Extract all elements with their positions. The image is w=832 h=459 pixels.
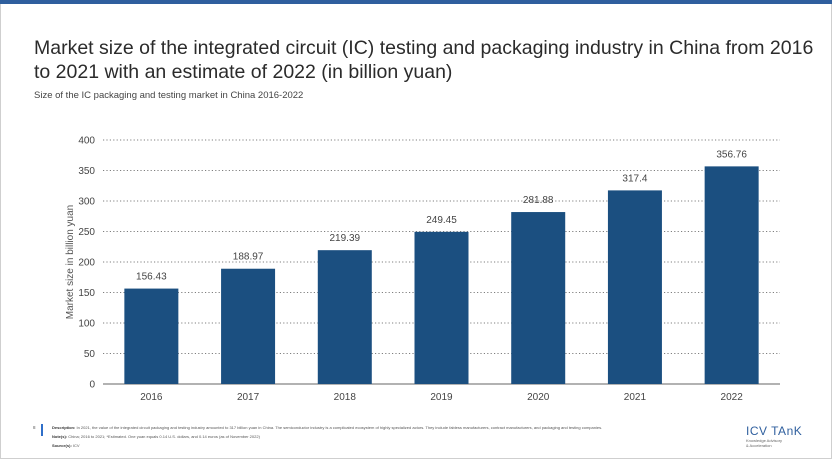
source-label: Source(s): — [52, 443, 72, 448]
y-tick-label: 350 — [78, 166, 95, 177]
data-label: 249.45 — [426, 215, 457, 226]
y-tick-label: 100 — [78, 319, 95, 330]
data-label: 317.4 — [622, 173, 647, 184]
y-tick-label: 200 — [78, 258, 95, 269]
icv-tank-logo: ICV TAnK Knowledge Advisory & Accelerati… — [746, 424, 802, 448]
chart-title: Market size of the integrated circuit (I… — [34, 37, 814, 83]
bar-2017 — [221, 268, 276, 384]
data-label: 356.76 — [716, 149, 747, 160]
data-label: 219.39 — [329, 233, 360, 244]
data-label: 156.43 — [136, 272, 167, 283]
logo-tagline-2: & Acceleration — [746, 443, 772, 448]
x-tick-label: 2016 — [140, 392, 163, 403]
y-tick-label: 400 — [78, 136, 95, 147]
x-tick-label: 2017 — [237, 392, 260, 403]
data-label: 281.88 — [523, 195, 554, 206]
y-tick-label: 150 — [78, 288, 95, 299]
description-text: In 2021, the value of the integrated cir… — [76, 425, 603, 430]
footer-accent-bar — [41, 424, 43, 436]
bar-2018 — [317, 250, 372, 384]
chart-subtitle: Size of the IC packaging and testing mar… — [34, 90, 304, 101]
logo-tagline-1: Knowledge Advisory — [746, 438, 783, 443]
bar-2019 — [414, 231, 469, 384]
x-tick-label: 2021 — [624, 392, 647, 403]
footnote-description: Description: In 2021, the value of the i… — [52, 425, 602, 430]
source-text: ICV — [72, 443, 80, 448]
top-accent-bar — [0, 0, 832, 4]
footnote-notes: Note(s): China; 2016 to 2021; *Estimated… — [52, 434, 260, 439]
data-label: 188.97 — [233, 252, 264, 263]
y-axis-label: Market size in billion yuan — [65, 205, 76, 320]
notes-text: China; 2016 to 2021; *Estimated. One yua… — [68, 434, 260, 439]
bar-2016 — [124, 288, 179, 384]
y-tick-label: 0 — [89, 380, 95, 391]
x-tick-label: 2018 — [334, 392, 357, 403]
bar-2022 — [704, 166, 759, 384]
logo-name: ICV TAnK — [746, 424, 803, 438]
x-tick-label: 2022 — [721, 392, 744, 403]
y-tick-label: 250 — [78, 227, 95, 238]
footnote-source: Source(s): ICV — [52, 443, 80, 448]
y-tick-label: 300 — [78, 197, 95, 208]
description-label: Description: — [52, 425, 76, 430]
notes-label: Note(s): — [52, 434, 68, 439]
x-tick-label: 2020 — [527, 392, 550, 403]
y-tick-label: 50 — [84, 349, 96, 360]
bar-2020 — [511, 212, 566, 384]
page-number: 8 — [33, 425, 36, 430]
x-tick-label: 2019 — [430, 392, 453, 403]
bar-2021 — [607, 190, 662, 384]
